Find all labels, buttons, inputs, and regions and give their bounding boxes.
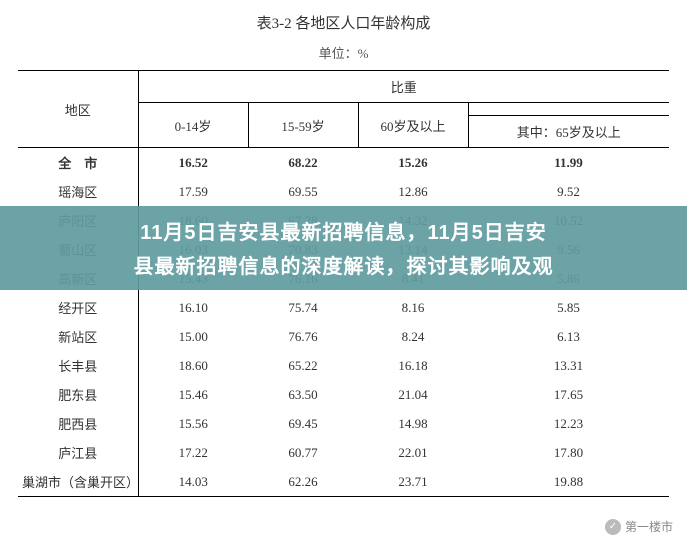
header-c2: 15-59岁 — [248, 103, 358, 148]
table-row: 肥东县15.4663.5021.0417.65 — [18, 380, 669, 409]
cell-c1: 17.59 — [138, 177, 248, 206]
cell-c4: 5.85 — [468, 293, 669, 322]
cell-c2: 69.55 — [248, 177, 358, 206]
cell-c1: 16.52 — [138, 148, 248, 178]
cell-c3: 15.26 — [358, 148, 468, 178]
table-row: 全 市16.5268.2215.2611.99 — [18, 148, 669, 178]
cell-region: 肥西县 — [18, 409, 138, 438]
table-row: 新站区15.0076.768.246.13 — [18, 322, 669, 351]
cell-c3: 8.16 — [358, 293, 468, 322]
cell-c3: 22.01 — [358, 438, 468, 467]
header-c1: 0-14岁 — [138, 103, 248, 148]
cell-region: 新站区 — [18, 322, 138, 351]
table-row: 瑶海区17.5969.5512.869.52 — [18, 177, 669, 206]
overlay-line1: 11月5日吉安县最新招聘信息，11月5日吉安 — [30, 216, 657, 250]
table-row: 长丰县18.6065.2216.1813.31 — [18, 351, 669, 380]
cell-c3: 14.98 — [358, 409, 468, 438]
cell-c4: 17.80 — [468, 438, 669, 467]
overlay-line2: 县最新招聘信息的深度解读，探讨其影响及观 — [30, 250, 657, 284]
header-proportion: 比重 — [138, 71, 669, 103]
header-c3-spacer — [468, 103, 669, 116]
cell-region: 瑶海区 — [18, 177, 138, 206]
cell-c3: 16.18 — [358, 351, 468, 380]
header-c4: 其中：65岁及以上 — [468, 116, 669, 148]
cell-c3: 23.71 — [358, 467, 468, 497]
unit-label: 单位：% — [0, 33, 687, 70]
cell-c2: 65.22 — [248, 351, 358, 380]
cell-c3: 12.86 — [358, 177, 468, 206]
cell-c2: 76.76 — [248, 322, 358, 351]
cell-c1: 18.60 — [138, 351, 248, 380]
cell-c4: 19.88 — [468, 467, 669, 497]
cell-c2: 69.45 — [248, 409, 358, 438]
cell-c1: 17.22 — [138, 438, 248, 467]
table-title: 表3-2 各地区人口年龄构成 — [0, 0, 687, 33]
cell-region: 肥东县 — [18, 380, 138, 409]
cell-c1: 14.03 — [138, 467, 248, 497]
table-row: 经开区16.1075.748.165.85 — [18, 293, 669, 322]
cell-c2: 68.22 — [248, 148, 358, 178]
watermark-icon: ✓ — [605, 519, 621, 535]
cell-c1: 15.56 — [138, 409, 248, 438]
cell-c4: 17.65 — [468, 380, 669, 409]
cell-c3: 21.04 — [358, 380, 468, 409]
cell-c2: 75.74 — [248, 293, 358, 322]
header-c3: 60岁及以上 — [358, 103, 468, 148]
cell-c1: 15.00 — [138, 322, 248, 351]
cell-region: 全 市 — [18, 148, 138, 178]
cell-c2: 60.77 — [248, 438, 358, 467]
cell-region: 长丰县 — [18, 351, 138, 380]
overlay-banner: 11月5日吉安县最新招聘信息，11月5日吉安 县最新招聘信息的深度解读，探讨其影… — [0, 206, 687, 290]
table-row: 巢湖市（含巢开区）14.0362.2623.7119.88 — [18, 467, 669, 497]
cell-region: 庐江县 — [18, 438, 138, 467]
cell-c2: 62.26 — [248, 467, 358, 497]
cell-c4: 9.52 — [468, 177, 669, 206]
watermark-text: 第一楼市 — [625, 518, 673, 535]
cell-c2: 63.50 — [248, 380, 358, 409]
cell-c3: 8.24 — [358, 322, 468, 351]
cell-c4: 13.31 — [468, 351, 669, 380]
watermark: ✓ 第一楼市 — [605, 518, 673, 535]
table-body: 全 市16.5268.2215.2611.99瑶海区17.5969.5512.8… — [18, 148, 669, 497]
table-row: 庐江县17.2260.7722.0117.80 — [18, 438, 669, 467]
header-region: 地区 — [18, 71, 138, 148]
cell-c4: 11.99 — [468, 148, 669, 178]
cell-c1: 15.46 — [138, 380, 248, 409]
cell-region: 巢湖市（含巢开区） — [18, 467, 138, 497]
cell-c1: 16.10 — [138, 293, 248, 322]
table-row: 肥西县15.5669.4514.9812.23 — [18, 409, 669, 438]
cell-region: 经开区 — [18, 293, 138, 322]
cell-c4: 6.13 — [468, 322, 669, 351]
cell-c4: 12.23 — [468, 409, 669, 438]
